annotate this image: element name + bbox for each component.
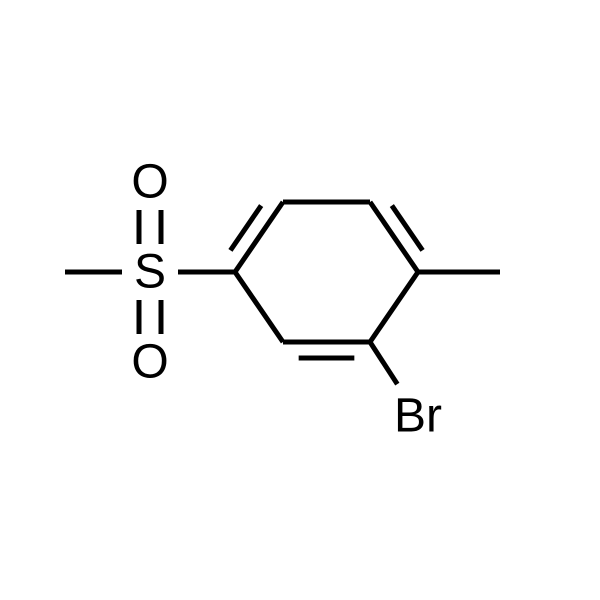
atom-label-o: O xyxy=(131,336,168,389)
atom-label-o: O xyxy=(131,156,168,209)
atom-label-br: Br xyxy=(394,390,442,443)
atom-label-s: S xyxy=(134,246,166,299)
molecule-diagram: SO O Br xyxy=(0,0,600,600)
